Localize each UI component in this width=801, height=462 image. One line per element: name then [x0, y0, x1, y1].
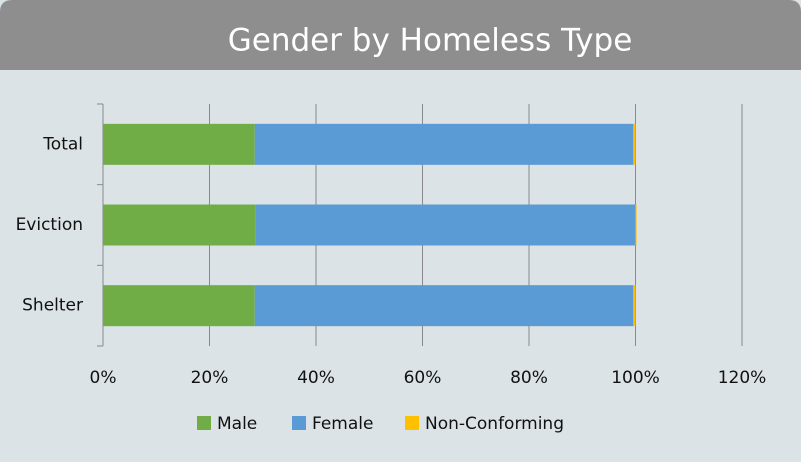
- y-tick-label: Eviction: [16, 215, 83, 235]
- bar-segment: [254, 123, 634, 165]
- y-tick-label: Shelter: [22, 296, 83, 316]
- x-tick-label: 100%: [611, 368, 660, 388]
- bar-segment: [254, 285, 634, 327]
- legend-label: Non-Conforming: [425, 414, 564, 434]
- bar-segment: [255, 204, 636, 246]
- x-tick-label: 120%: [718, 368, 767, 388]
- bar-segment: [103, 123, 255, 165]
- x-tick-label: 60%: [404, 368, 442, 388]
- chart-title: Gender by Homeless Type: [228, 23, 633, 59]
- legend-label: Female: [312, 414, 373, 434]
- x-tick-label: 20%: [191, 368, 229, 388]
- x-tick-label: 0%: [90, 368, 117, 388]
- bar-segment: [103, 285, 255, 327]
- bar-segment: [633, 285, 636, 327]
- x-tick-label: 40%: [297, 368, 335, 388]
- legend-label: Male: [217, 414, 257, 434]
- legend-swatch: [197, 416, 211, 430]
- bar-segment: [103, 204, 256, 246]
- bar-segment: [633, 123, 636, 165]
- y-tick-label: Total: [42, 134, 83, 154]
- x-tick-label: 80%: [510, 368, 548, 388]
- title-bar: [0, 0, 801, 70]
- legend-swatch: [292, 416, 306, 430]
- legend-swatch: [405, 416, 419, 430]
- bar-segment: [635, 204, 637, 246]
